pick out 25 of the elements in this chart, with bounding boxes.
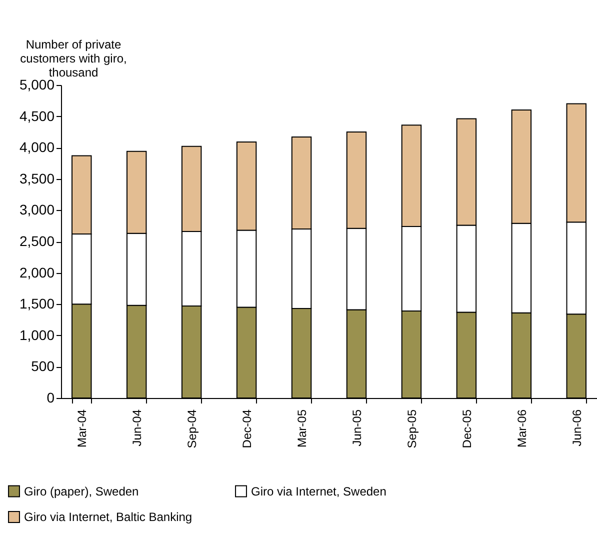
legend-label: Giro via Internet, Sweden — [251, 484, 386, 498]
y-axis-title: Number of private customers with giro, thousand — [20, 38, 127, 80]
y-tick-label: 3,500 — [19, 170, 55, 186]
x-tick-label: Sep-04 — [185, 409, 200, 448]
x-tick-label: Mar-04 — [75, 409, 90, 448]
y-tick-label: 1,500 — [19, 296, 55, 312]
y-tick-label: 500 — [31, 358, 55, 374]
y-tick-label: 2,500 — [19, 233, 55, 249]
x-tick-label: Dec-05 — [460, 409, 474, 448]
legend-label: Giro (paper), Sweden — [24, 484, 139, 498]
y-tick-label: 5,000 — [19, 76, 55, 92]
y-tick-label: 4,000 — [19, 139, 55, 156]
x-tick-label: Jun-05 — [350, 409, 364, 446]
y-tick-label: 3,000 — [19, 202, 55, 218]
x-tick-label: Jun-06 — [570, 409, 584, 446]
y-tick-label: 0 — [46, 390, 55, 406]
y-tick-label: 1,000 — [19, 326, 55, 343]
x-tick-label: Dec-04 — [240, 409, 254, 448]
x-tick-label: Sep-05 — [404, 409, 419, 448]
x-tick-label: Mar-06 — [514, 409, 529, 448]
legend-label: Giro via Internet, Baltic Banking — [24, 510, 192, 524]
x-tick-label: Mar-05 — [295, 409, 310, 448]
y-tick-label: 4,500 — [19, 108, 55, 124]
x-tick-label: Jun-04 — [130, 409, 144, 446]
y-tick-label: 2,000 — [19, 264, 55, 280]
